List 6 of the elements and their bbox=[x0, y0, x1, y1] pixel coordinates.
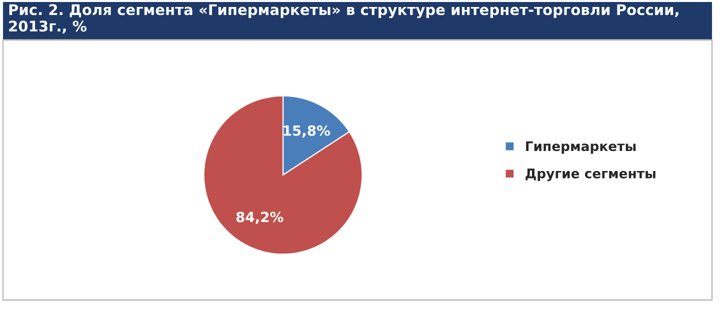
pie-slice bbox=[203, 95, 363, 255]
chart-title: Рис. 2. Доля сегмента «Гипермаркеты» в структуре интернет-торговли России, 2013г., % bbox=[9, 4, 678, 34]
data-label: 84,2% bbox=[236, 212, 284, 224]
data-label: 15,8% bbox=[284, 125, 330, 138]
legend-label: Другие сегменты bbox=[526, 168, 656, 182]
legend-label: Гипермаркеты bbox=[526, 141, 636, 154]
